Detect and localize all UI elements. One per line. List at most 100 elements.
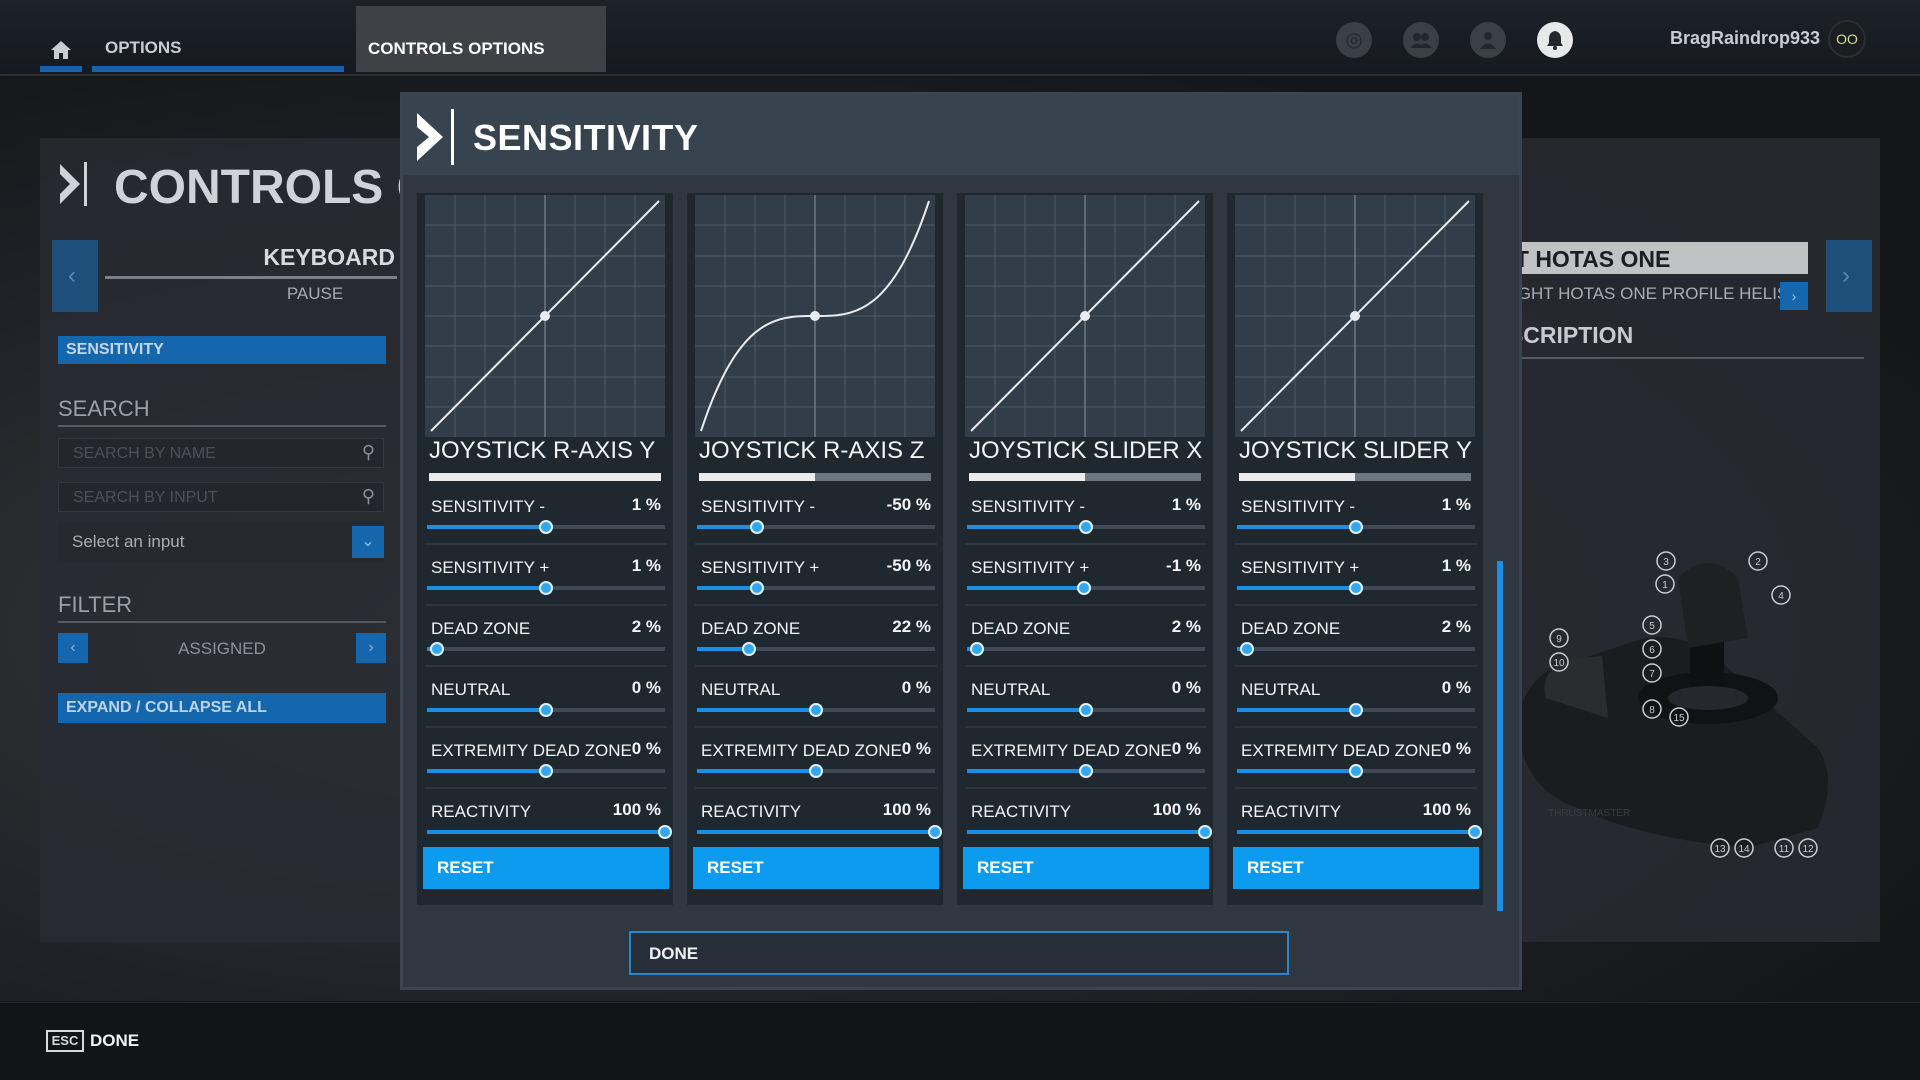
- setting-slider[interactable]: [697, 703, 935, 717]
- setting-slider[interactable]: [697, 825, 942, 839]
- chevron-right-icon: [60, 162, 87, 206]
- setting-row: DEAD ZONE 2 %: [425, 607, 667, 667]
- marketplace-icon[interactable]: ◎: [1336, 22, 1372, 58]
- username[interactable]: BragRaindrop933: [1670, 28, 1821, 48]
- device-title: T.FLIGHT HOTAS ONE: [1516, 242, 1808, 274]
- home-button[interactable]: [40, 38, 82, 72]
- slider-handle[interactable]: [658, 825, 672, 839]
- avatar[interactable]: OO: [1828, 20, 1866, 58]
- setting-slider[interactable]: [1237, 825, 1482, 839]
- diagram-label-5: 5: [1649, 621, 1655, 632]
- setting-slider[interactable]: [697, 642, 935, 656]
- setting-value: 100 %: [612, 800, 661, 819]
- tab-controls-options[interactable]: CONTROLS OPTIONS: [356, 6, 606, 72]
- setting-slider[interactable]: [427, 825, 672, 839]
- setting-row: REACTIVITY 100 %: [695, 790, 942, 850]
- slider-fill: [1237, 769, 1356, 773]
- setting-label: REACTIVITY: [1241, 802, 1342, 821]
- setting-label: DEAD ZONE: [701, 619, 801, 638]
- setting-value: 100 %: [1422, 800, 1471, 819]
- setting-slider[interactable]: [427, 581, 665, 595]
- slider-handle[interactable]: [1079, 703, 1093, 717]
- reset-button[interactable]: RESET: [693, 847, 939, 889]
- setting-slider[interactable]: [697, 581, 935, 595]
- slider-fill: [967, 708, 1086, 712]
- slider-handle[interactable]: [539, 703, 553, 717]
- setting-slider[interactable]: [1237, 520, 1475, 534]
- slider-handle[interactable]: [1079, 520, 1093, 534]
- search-by-name-input[interactable]: SEARCH BY NAME ⚲: [58, 438, 384, 468]
- setting-slider[interactable]: [427, 642, 665, 656]
- slider-handle[interactable]: [742, 642, 757, 656]
- slider-handle[interactable]: [809, 703, 823, 717]
- setting-slider[interactable]: [697, 764, 935, 778]
- slider-handle[interactable]: [1239, 642, 1254, 656]
- setting-slider[interactable]: [967, 581, 1205, 595]
- setting-slider[interactable]: [697, 520, 935, 534]
- slider-handle[interactable]: [749, 520, 764, 534]
- slider-handle[interactable]: [1079, 764, 1093, 778]
- filter-next-button[interactable]: ›: [356, 633, 386, 663]
- setting-slider[interactable]: [427, 520, 665, 534]
- esc-key-icon: ESC: [46, 1030, 84, 1052]
- expand-collapse-all-button[interactable]: EXPAND / COLLAPSE ALL: [58, 693, 386, 723]
- slider-handle[interactable]: [539, 764, 553, 778]
- select-input-dropdown[interactable]: Select an input ⌄: [58, 522, 384, 562]
- slider-handle[interactable]: [1468, 825, 1482, 839]
- setting-slider[interactable]: [1237, 703, 1475, 717]
- reset-button[interactable]: RESET: [1233, 847, 1479, 889]
- slider-handle[interactable]: [429, 642, 444, 656]
- slider-handle[interactable]: [928, 825, 942, 839]
- done-button[interactable]: DONE: [629, 931, 1289, 975]
- axis-name: JOYSTICK SLIDER X: [969, 437, 1203, 464]
- setting-slider[interactable]: [1237, 642, 1475, 656]
- filter-prev-button[interactable]: ‹: [58, 633, 88, 663]
- diagram-label-7: 7: [1649, 669, 1655, 680]
- slider-handle[interactable]: [809, 764, 823, 778]
- modal-scrollbar[interactable]: [1497, 561, 1503, 911]
- modal-header: SENSITIVITY: [403, 95, 1519, 175]
- response-curve-graph: [965, 195, 1205, 437]
- setting-slider[interactable]: [967, 825, 1212, 839]
- reset-button[interactable]: RESET: [423, 847, 669, 889]
- svg-text:THRUSTMASTER: THRUSTMASTER: [1548, 808, 1630, 819]
- setting-slider[interactable]: [1237, 581, 1475, 595]
- sensitivity-button[interactable]: SENSITIVITY: [58, 336, 386, 364]
- slider-handle[interactable]: [1349, 703, 1363, 717]
- slider-fill: [697, 769, 816, 773]
- profile-icon[interactable]: [1470, 22, 1506, 58]
- slider-handle[interactable]: [1349, 581, 1363, 595]
- response-curve-graph: [695, 195, 935, 437]
- slider-handle[interactable]: [1349, 764, 1363, 778]
- tab-options[interactable]: OPTIONS: [92, 0, 344, 72]
- setting-slider[interactable]: [967, 703, 1205, 717]
- diagram-label-6: 6: [1649, 645, 1655, 656]
- slider-handle[interactable]: [1076, 581, 1091, 595]
- setting-value: 0 %: [1171, 739, 1201, 758]
- setting-slider[interactable]: [967, 520, 1205, 534]
- setting-slider[interactable]: [1237, 764, 1475, 778]
- next-device-button[interactable]: ›: [1826, 240, 1872, 312]
- setting-slider[interactable]: [967, 764, 1205, 778]
- setting-label: SENSITIVITY +: [1241, 558, 1360, 577]
- slider-handle[interactable]: [1198, 825, 1212, 839]
- previous-device-button[interactable]: ‹: [52, 240, 98, 312]
- setting-slider[interactable]: [967, 642, 1205, 656]
- diagram-label-12: 12: [1802, 844, 1814, 855]
- setting-slider[interactable]: [427, 764, 665, 778]
- setting-value: -50 %: [886, 495, 931, 514]
- slider-handle[interactable]: [749, 581, 764, 595]
- reset-button[interactable]: RESET: [963, 847, 1209, 889]
- notifications-icon[interactable]: [1537, 22, 1573, 58]
- slider-handle[interactable]: [539, 520, 553, 534]
- profile-next-button[interactable]: ›: [1780, 282, 1808, 310]
- slider-handle[interactable]: [539, 581, 553, 595]
- setting-slider[interactable]: [427, 703, 665, 717]
- search-by-input-field[interactable]: SEARCH BY INPUT ⚲: [58, 482, 384, 512]
- sensitivity-modal: SENSITIVITY JOYSTICK R-AXIS Y SENSITIVITY…: [400, 92, 1522, 990]
- setting-row: DEAD ZONE 22 %: [695, 607, 937, 667]
- slider-handle[interactable]: [1349, 520, 1363, 534]
- friends-icon[interactable]: [1403, 22, 1439, 58]
- slider-handle[interactable]: [969, 642, 984, 656]
- bottom-done-button[interactable]: DONE: [90, 1031, 140, 1050]
